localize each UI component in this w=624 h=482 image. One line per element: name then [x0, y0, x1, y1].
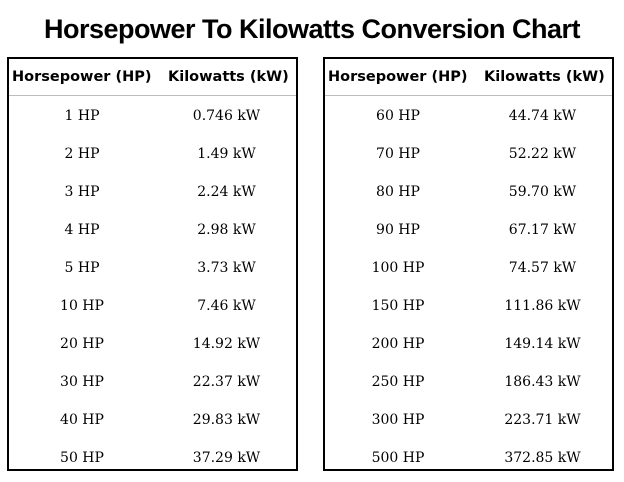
hp-cell: 40 HP [60, 412, 104, 428]
kw-cell: 223.71 kW [504, 412, 581, 428]
table-row: 5 HP 3.73 kW [9, 249, 296, 287]
kw-cell: 1.49 kW [197, 146, 256, 162]
kw-cell: 52.22 kW [508, 146, 577, 162]
kw-cell: 0.746 kW [192, 108, 261, 124]
hp-cell: 3 HP [64, 184, 100, 200]
table-header-row: Horsepower (HP) Kilowatts (kW) [325, 59, 612, 96]
hp-cell: 1 HP [64, 108, 100, 124]
kw-cell: 149.14 kW [504, 336, 581, 352]
kw-cell: 14.92 kW [192, 336, 261, 352]
table-row: 3 HP 2.24 kW [9, 173, 296, 211]
table-row: 150 HP 111.86 kW [325, 287, 612, 325]
hp-cell: 80 HP [376, 184, 420, 200]
kw-cell: 22.37 kW [192, 374, 261, 390]
table-row: 2 HP 1.49 kW [9, 135, 296, 173]
hp-cell: 90 HP [376, 222, 420, 238]
hp-cell: 30 HP [60, 374, 104, 390]
table-row: 30 HP 22.37 kW [9, 363, 296, 401]
header-kilowatts: Kilowatts (kW) [168, 69, 289, 85]
kw-cell: 2.98 kW [197, 222, 256, 238]
conversion-table-right: Horsepower (HP) Kilowatts (kW) 60 HP 44.… [323, 57, 614, 471]
hp-cell: 5 HP [64, 260, 100, 276]
hp-cell: 300 HP [371, 412, 425, 428]
table-row: 80 HP 59.70 kW [325, 173, 612, 211]
table-row: 60 HP 44.74 kW [325, 97, 612, 135]
header-horsepower: Horsepower (HP) [12, 69, 152, 85]
kw-cell: 3.73 kW [197, 260, 256, 276]
conversion-table-left: Horsepower (HP) Kilowatts (kW) 1 HP 0.74… [7, 57, 298, 471]
kw-cell: 74.57 kW [508, 260, 577, 276]
hp-cell: 50 HP [60, 450, 104, 466]
table-row: 300 HP 223.71 kW [325, 401, 612, 439]
hp-cell: 10 HP [60, 298, 104, 314]
table-row: 50 HP 37.29 kW [9, 439, 296, 477]
page-title: Horsepower To Kilowatts Conversion Chart [43, 14, 581, 44]
hp-cell: 60 HP [376, 108, 420, 124]
kw-cell: 67.17 kW [508, 222, 577, 238]
hp-cell: 150 HP [371, 298, 425, 314]
hp-cell: 500 HP [371, 450, 425, 466]
hp-cell: 100 HP [371, 260, 425, 276]
table-row: 90 HP 67.17 kW [325, 211, 612, 249]
hp-cell: 2 HP [64, 146, 100, 162]
table-row: 200 HP 149.14 kW [325, 325, 612, 363]
table-row: 70 HP 52.22 kW [325, 135, 612, 173]
table-row: 1 HP 0.746 kW [9, 97, 296, 135]
header-kilowatts: Kilowatts (kW) [484, 69, 605, 85]
kw-cell: 111.86 kW [504, 298, 581, 314]
kw-cell: 37.29 kW [192, 450, 261, 466]
kw-cell: 186.43 kW [504, 374, 581, 390]
table-row: 500 HP 372.85 kW [325, 439, 612, 477]
table-row: 4 HP 2.98 kW [9, 211, 296, 249]
kw-cell: 372.85 kW [504, 450, 581, 466]
kw-cell: 44.74 kW [508, 108, 577, 124]
hp-cell: 70 HP [376, 146, 420, 162]
header-horsepower: Horsepower (HP) [328, 69, 468, 85]
kw-cell: 7.46 kW [197, 298, 256, 314]
hp-cell: 4 HP [64, 222, 100, 238]
table-row: 250 HP 186.43 kW [325, 363, 612, 401]
table-row: 10 HP 7.46 kW [9, 287, 296, 325]
kw-cell: 2.24 kW [197, 184, 256, 200]
table-row: 20 HP 14.92 kW [9, 325, 296, 363]
table-header-row: Horsepower (HP) Kilowatts (kW) [9, 59, 296, 96]
kw-cell: 59.70 kW [508, 184, 577, 200]
table-row: 100 HP 74.57 kW [325, 249, 612, 287]
hp-cell: 200 HP [371, 336, 425, 352]
hp-cell: 250 HP [371, 374, 425, 390]
hp-cell: 20 HP [60, 336, 104, 352]
kw-cell: 29.83 kW [192, 412, 261, 428]
table-row: 40 HP 29.83 kW [9, 401, 296, 439]
